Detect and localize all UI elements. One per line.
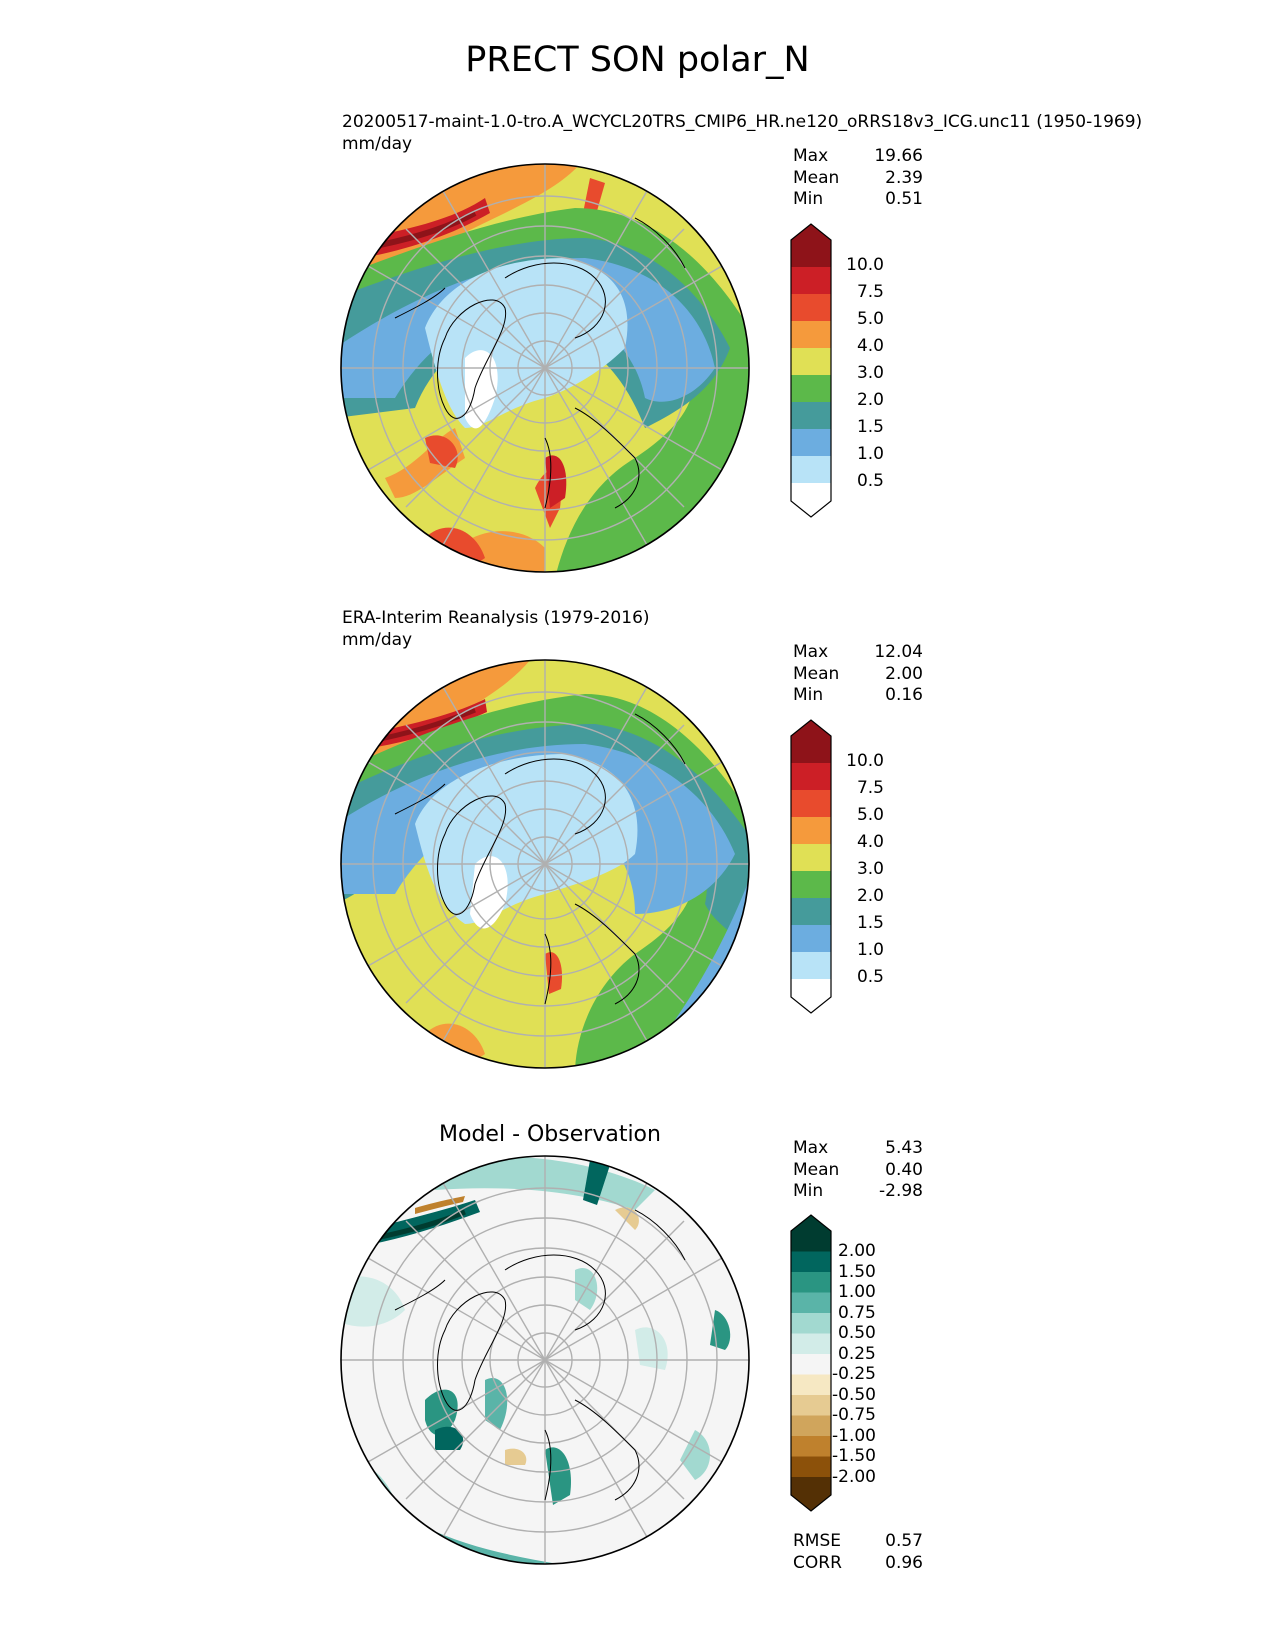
panel-2-units: mm/day	[342, 630, 413, 650]
panel-1-title: 20200517-maint-1.0-tro.A_WCYCL20TRS_CMIP…	[342, 112, 1143, 132]
panel-1-units: mm/day	[342, 134, 413, 154]
panel-1-colorbar	[790, 223, 832, 518]
panel-3-colorbar	[790, 1214, 832, 1512]
panel-2-colorbar-labels: 10.0 7.5 5.0 4.0 3.0 2.0 1.5 1.0 0.5	[846, 751, 884, 987]
panel-1-coastlines	[394, 217, 686, 509]
panel-3-colorbar-labels: 2.00 1.50 1.00 0.75 0.50 0.25 -0.25 -0.5…	[832, 1241, 876, 1487]
panel-1-graticule	[341, 164, 749, 572]
figure-title: PRECT SON polar_N	[465, 40, 810, 80]
panel-3-metrics: RMSE 0.57 CORR 0.96	[793, 1531, 923, 1573]
panel-1-stats: Max 19.66 Mean 2.39 Min 0.51	[793, 146, 923, 209]
panel-2-title: ERA-Interim Reanalysis (1979-2016)	[342, 608, 650, 628]
panel-3-title: Model - Observation	[439, 1122, 661, 1147]
panel-2-colorbar	[790, 719, 832, 1014]
panel-2-coastlines	[394, 713, 686, 1005]
panel-2-stats: Max 12.04 Mean 2.00 Min 0.16	[793, 642, 923, 705]
panel-3-coastlines	[394, 1209, 686, 1501]
panel-3-stats: Max 5.43 Mean 0.40 Min -2.98	[793, 1138, 923, 1201]
panel-3-graticule	[341, 1156, 749, 1564]
panel-2-polar-map	[340, 659, 750, 1069]
panel-1-polar-map	[340, 163, 750, 573]
panel-2-graticule	[341, 660, 749, 1068]
panel-1-colorbar-labels: 10.0 7.5 5.0 4.0 3.0 2.0 1.5 1.0 0.5	[846, 255, 884, 491]
panel-3-polar-map	[340, 1155, 750, 1565]
